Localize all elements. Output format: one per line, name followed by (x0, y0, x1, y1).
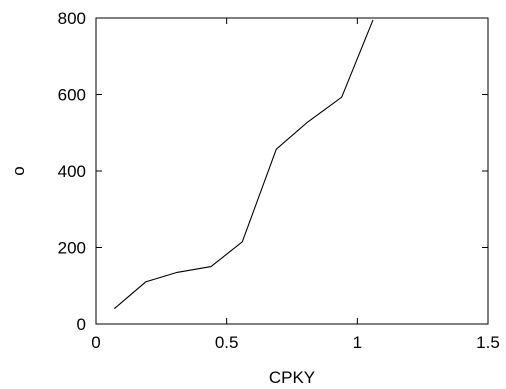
y-tick-label: 0 (77, 315, 86, 334)
x-tick-label: 1.5 (476, 333, 500, 352)
x-tick-labels: 0 0.5 1 1.5 (91, 333, 500, 352)
x-tick-label: 1 (353, 333, 362, 352)
y-tick-label: 600 (58, 86, 86, 105)
x-tick-label: 0 (91, 333, 100, 352)
y-tick-label: 200 (58, 239, 86, 258)
y-tick-label: 800 (58, 9, 86, 28)
y-tick-labels: 0 200 400 600 800 (58, 9, 86, 334)
data-series-line (113, 19, 374, 310)
y-axis-label: o (9, 166, 28, 175)
x-axis-label: CPKY (269, 368, 315, 387)
x-tick-label: 0.5 (215, 333, 239, 352)
tick-marks (95, 17, 489, 325)
plot-frame (95, 17, 489, 325)
y-tick-label: 400 (58, 162, 86, 181)
